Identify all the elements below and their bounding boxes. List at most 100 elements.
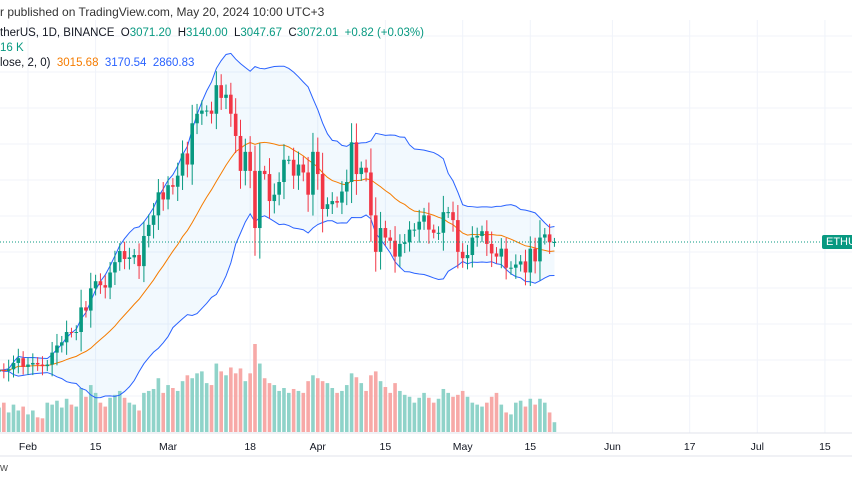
candle-body [412, 229, 417, 231]
candle-body [325, 204, 330, 209]
candle-body [494, 253, 499, 257]
volume-bar [398, 390, 402, 432]
volume-bar [31, 410, 35, 432]
volume-bar [475, 404, 479, 432]
candle-body [518, 261, 523, 265]
bollinger-fill [0, 53, 555, 398]
candle-body [204, 110, 209, 112]
candle-body [509, 267, 513, 269]
volume-bar [301, 392, 306, 432]
candle-body [291, 159, 296, 176]
volume-bar [315, 378, 320, 432]
candle-body [538, 237, 542, 262]
volume-bar [2, 402, 6, 432]
volume-bar [248, 373, 252, 432]
bollinger-legend: lose, 2, 0) 3015.68 3170.54 2860.83 [0, 57, 194, 69]
candle-body [359, 167, 364, 175]
candle-body [243, 151, 248, 171]
volume-bar [465, 396, 470, 432]
candle-body [552, 242, 557, 243]
candle-body [320, 174, 325, 209]
candle-body [465, 255, 470, 259]
symbol-info: therUS, 1D, BINANCE [0, 27, 115, 39]
candle-body [402, 242, 407, 244]
candle-body [262, 170, 267, 175]
volume-bar [509, 414, 513, 432]
candle-body [171, 185, 175, 187]
candle-body [354, 142, 359, 175]
open-value: 3071.20 [129, 27, 172, 39]
low-value: 3047.67 [240, 27, 282, 39]
candle-body [40, 364, 45, 367]
candle-body [480, 231, 484, 236]
volume-bar [117, 390, 122, 432]
candle-body [398, 243, 402, 257]
candle-body [311, 151, 315, 195]
candle-body [224, 94, 228, 98]
volume-bar [69, 404, 74, 432]
volume-bar [533, 404, 537, 432]
volume-bar [528, 398, 533, 432]
candle-body [16, 358, 21, 363]
volume-bar [11, 404, 16, 432]
volume-bar [441, 388, 446, 432]
volume-bar [402, 394, 407, 432]
x-tick-label: Jul [751, 441, 764, 453]
candle-body [98, 281, 103, 286]
candle-body [180, 153, 185, 176]
volume-bar [175, 390, 180, 432]
candle-body [253, 170, 257, 229]
volume-bar [485, 402, 489, 432]
volume-bar [514, 402, 518, 432]
volume-bar [98, 402, 103, 432]
candle-body [258, 170, 262, 229]
volume-bar [359, 383, 364, 432]
candle-body [185, 153, 190, 165]
candle-body [431, 229, 436, 233]
candle-body [489, 243, 494, 254]
open-label: O [120, 27, 130, 39]
x-tick-label: 15 [819, 441, 831, 453]
x-tick-label: Apr [310, 441, 327, 453]
candle-body [55, 345, 59, 353]
candle-body [349, 142, 354, 182]
candle-body [6, 369, 11, 371]
volume-bar [151, 388, 156, 432]
x-tick-label: 17 [684, 441, 696, 453]
volume-bar [494, 392, 499, 432]
last-price-tag: ETHUSDT [822, 235, 852, 249]
volume-bar [204, 383, 209, 432]
volume-bar [547, 412, 552, 432]
volume-bar [431, 402, 436, 432]
candle-body [166, 185, 170, 200]
bb-label: lose, 2, 0) [0, 57, 51, 69]
candle-body [45, 364, 50, 367]
volume-bar [219, 371, 223, 432]
volume-bar [523, 406, 528, 432]
candle-body [219, 85, 223, 98]
volume-bar [185, 375, 190, 432]
volume-bar [195, 373, 199, 432]
candle-body [214, 85, 219, 114]
volume-bar [132, 404, 137, 432]
volume-bar [460, 390, 465, 432]
volume-bar [113, 394, 117, 432]
x-tick-label: 15 [524, 441, 536, 453]
volume-bar [378, 381, 383, 432]
volume-bar [538, 398, 542, 432]
candle-body [523, 261, 528, 273]
volume-bar [161, 392, 166, 432]
candle-body [547, 234, 552, 243]
volume-bar [335, 392, 339, 432]
volume-bar [417, 397, 422, 432]
volume-bar [277, 390, 281, 432]
volume-bar [436, 398, 441, 432]
volume-bar [45, 402, 50, 432]
candle-body [542, 234, 547, 238]
candle-body [422, 215, 426, 222]
candle-body [209, 110, 214, 114]
volume-bar [108, 397, 112, 432]
candle-body [427, 215, 431, 230]
candle-body [315, 151, 320, 175]
